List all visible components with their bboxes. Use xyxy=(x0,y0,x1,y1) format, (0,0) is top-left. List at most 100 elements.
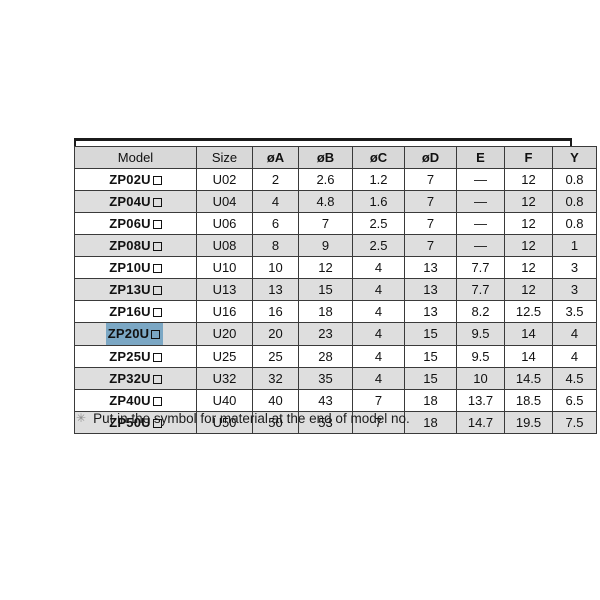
cell-y: 1 xyxy=(552,234,597,257)
table-row[interactable]: ZP02U U02 2 2.6 1.2 7—12 0.8 xyxy=(74,168,597,191)
model-label: ZP20U xyxy=(107,326,150,341)
material-symbol-placeholder-icon xyxy=(152,197,162,207)
cell-od: 7 xyxy=(404,212,457,235)
table-top-tick-right xyxy=(570,138,572,147)
cell-y: 0.8 xyxy=(552,190,597,213)
table-body: ZP02U U02 2 2.6 1.2 7—12 0.8 ZP04U U04 4 4.8 1.6 7—1… xyxy=(74,168,597,434)
cell-y: 0.8 xyxy=(552,168,597,191)
model-label-wrap: ZP32U xyxy=(109,371,162,386)
table-row[interactable]: ZP04U U04 4 4.8 1.6 7—12 0.8 xyxy=(74,190,597,213)
cell-e: 9.5 xyxy=(456,322,505,346)
table-row[interactable]: ZP13U U13 13 15 4 13 7.7 12 3 xyxy=(74,278,597,301)
material-symbol-placeholder-icon xyxy=(152,307,162,317)
material-symbol-placeholder-icon xyxy=(152,241,162,251)
column-header-od[interactable]: øD xyxy=(404,146,457,169)
cell-ob: 18 xyxy=(298,300,353,323)
cell-ob: 12 xyxy=(298,256,353,279)
table-row[interactable]: ZP32U U32 32 35 4 15 10 14.5 4.5 xyxy=(74,367,597,390)
material-symbol-placeholder-icon xyxy=(152,374,162,384)
cell-model: ZP40U xyxy=(74,389,197,412)
material-symbol-placeholder-icon xyxy=(152,418,162,428)
model-label: ZP40U xyxy=(109,392,151,408)
cell-ob: 4.8 xyxy=(298,190,353,213)
model-selection-highlight[interactable]: ZP20U xyxy=(105,323,164,345)
cell-size: U08 xyxy=(196,234,253,257)
cell-od: 15 xyxy=(404,322,457,346)
cell-model: ZP32U xyxy=(74,367,197,390)
column-header-f[interactable]: F xyxy=(504,146,553,169)
cell-oc: 7 xyxy=(352,389,405,412)
cell-model: ZP25U xyxy=(74,345,197,368)
cell-f: 19.5 xyxy=(504,411,553,434)
cell-size: U32 xyxy=(196,367,253,390)
model-label: ZP02U xyxy=(109,171,151,187)
cell-y: 6.5 xyxy=(552,389,597,412)
cell-e: 14.7 xyxy=(456,411,505,434)
cell-oa: 20 xyxy=(252,322,299,346)
column-header-y[interactable]: Y xyxy=(552,146,597,169)
cell-f: 14 xyxy=(504,322,553,346)
cell-f: 12 xyxy=(504,168,553,191)
column-header-ob[interactable]: øB xyxy=(298,146,353,169)
table-row[interactable]: ZP25U U25 25 28 4 15 9.5 14 4 xyxy=(74,345,597,368)
cell-model: ZP10U xyxy=(74,256,197,279)
cell-size: U13 xyxy=(196,278,253,301)
cell-oa: 10 xyxy=(252,256,299,279)
cell-f: 12 xyxy=(504,278,553,301)
table-row[interactable]: ZP40U U40 40 43 7 18 13.7 18.5 6.5 xyxy=(74,389,597,412)
cell-ob: 35 xyxy=(298,367,353,390)
cell-e: 8.2 xyxy=(456,300,505,323)
column-header-e[interactable]: E xyxy=(456,146,505,169)
cell-size: U06 xyxy=(196,212,253,235)
table-row[interactable]: ZP08U U08 8 9 2.5 7—12 1 xyxy=(74,234,597,257)
cell-f: 14.5 xyxy=(504,367,553,390)
column-header-oa[interactable]: øA xyxy=(252,146,299,169)
cell-ob: 2.6 xyxy=(298,168,353,191)
table-top-rule-left xyxy=(74,138,256,141)
cell-model: ZP13U xyxy=(74,278,197,301)
cell-e: — xyxy=(456,168,505,191)
cell-f: 18.5 xyxy=(504,389,553,412)
footnote: ✳ Put in the symbol for material at the e… xyxy=(76,411,410,426)
model-label-wrap: ZP02U xyxy=(109,171,162,187)
cell-od: 13 xyxy=(404,278,457,301)
cell-y: 4.5 xyxy=(552,367,597,390)
cell-size: U50 xyxy=(196,411,253,434)
cell-oc: 4 xyxy=(352,345,405,368)
cell-e: — xyxy=(456,234,505,257)
cell-oc: 4 xyxy=(352,367,405,390)
cell-f: 12 xyxy=(504,256,553,279)
table-top-tick-left xyxy=(74,138,76,147)
cell-e: 10 xyxy=(456,367,505,390)
model-label: ZP13U xyxy=(109,281,151,297)
cell-oc: 4 xyxy=(352,322,405,346)
cell-oa: 2 xyxy=(252,168,299,191)
column-header-oc[interactable]: øC xyxy=(352,146,405,169)
table-row[interactable]: ZP10U U10 10 12 4 13 7.7 12 3 xyxy=(74,256,597,279)
cell-oa: 6 xyxy=(252,212,299,235)
cell-y: 4 xyxy=(552,322,597,346)
cell-oa: 32 xyxy=(252,367,299,390)
cell-size: U40 xyxy=(196,389,253,412)
cell-od: 7 xyxy=(404,168,457,191)
cell-y: 0.8 xyxy=(552,212,597,235)
table-row[interactable]: ZP50U U50 50 53 7 18 14.7 19.5 7.5 xyxy=(74,411,597,434)
cell-od: 18 xyxy=(404,411,457,434)
cell-ob: 43 xyxy=(298,389,353,412)
cell-ob: 7 xyxy=(298,212,353,235)
cell-model: ZP04U xyxy=(74,190,197,213)
table-row[interactable]: ZP06U U06 6 7 2.5 7—12 0.8 xyxy=(74,212,597,235)
column-header-size[interactable]: Size xyxy=(196,146,253,169)
cell-y: 7.5 xyxy=(552,411,597,434)
cell-od: 13 xyxy=(404,256,457,279)
model-label-wrap: ZP13U xyxy=(109,281,162,297)
table-row[interactable]: ZP20U U20 20 23 4 15 9.5 14 4 xyxy=(74,322,597,346)
cell-model: ZP08U xyxy=(74,234,197,257)
cell-oc: 4 xyxy=(352,278,405,301)
column-header-model[interactable]: Model xyxy=(74,146,197,169)
model-label-wrap: ZP06U xyxy=(109,216,162,231)
material-symbol-placeholder-icon xyxy=(152,219,162,229)
material-symbol-placeholder-icon xyxy=(152,175,162,185)
table-row[interactable]: ZP16U U16 16 18 4 13 8.2 12.5 3.5 xyxy=(74,300,597,323)
